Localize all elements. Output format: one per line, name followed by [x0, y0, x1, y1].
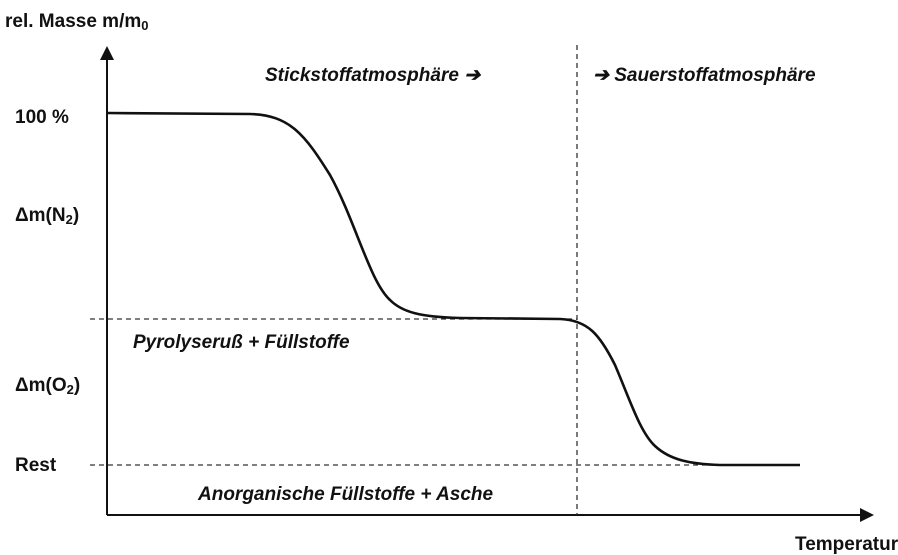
region-label: Stickstoffatmosphäre ➔	[265, 65, 481, 86]
level-label: Δm(N2)	[15, 205, 79, 227]
region-label: Pyrolyseruß + Füllstoffe	[133, 332, 350, 353]
level-text: )	[74, 375, 80, 396]
y-axis-label-text: rel. Masse m/m	[5, 11, 141, 32]
level-text: Δm(O	[15, 375, 67, 396]
level-text: Δm(N	[15, 205, 66, 226]
level-text: )	[73, 205, 79, 226]
region-label: Anorganische Füllstoffe + Asche	[197, 484, 494, 505]
y-axis-label: rel. Masse m/m0	[5, 11, 148, 33]
level-subscript: 2	[66, 212, 73, 227]
level-label: Rest	[15, 455, 57, 476]
region-label: ➔ Sauerstoffatmosphäre	[593, 65, 816, 86]
level-label: 100 %	[15, 107, 69, 128]
y-axis-label-subscript: 0	[141, 18, 148, 33]
x-axis-label: Temperatur	[795, 534, 898, 555]
level-subscript: 2	[67, 382, 74, 397]
mass-curve	[106, 111, 800, 467]
level-label: Δm(O2)	[15, 375, 80, 397]
